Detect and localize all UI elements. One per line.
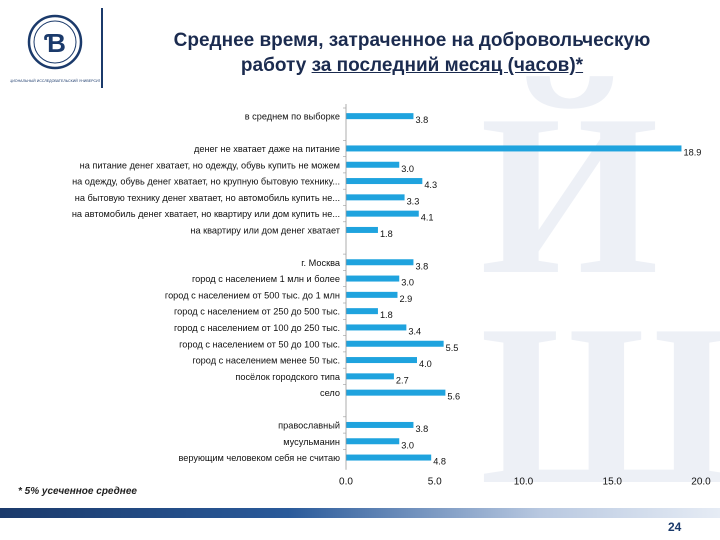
category-label: город с населением менее 50 тыс. bbox=[192, 356, 340, 366]
data-label: 3.0 bbox=[401, 278, 414, 288]
header-divider bbox=[101, 8, 103, 88]
bar bbox=[346, 308, 378, 315]
data-label: 1.8 bbox=[380, 310, 393, 320]
data-label: 4.1 bbox=[421, 213, 434, 223]
category-label: православный bbox=[278, 420, 340, 430]
x-tick-label: 15.0 bbox=[603, 477, 623, 488]
category-label: мусульманин bbox=[283, 437, 340, 447]
title-line-2-underlined: за последний месяц (часов)* bbox=[311, 55, 584, 76]
category-label: в среднем по выборке bbox=[245, 112, 340, 122]
category-label: на квартиру или дом денег хватает bbox=[190, 225, 340, 235]
x-tick-label: 5.0 bbox=[428, 477, 442, 488]
svg-text:Ɓ: Ɓ bbox=[44, 28, 66, 58]
footnote: * 5% усеченное среднее bbox=[18, 486, 137, 497]
data-label: 5.6 bbox=[447, 392, 460, 402]
hse-logo: Ɓ НАЦИОНАЛЬНЫЙ ИССЛЕДОВАТЕЛЬСКИЙ УНИВЕРС… bbox=[5, 10, 106, 90]
data-label: 18.9 bbox=[683, 147, 701, 157]
bar-chart: в среднем по выборке 3.8 денег не хватает … bbox=[72, 104, 711, 488]
bar bbox=[346, 454, 432, 461]
bar bbox=[346, 340, 444, 347]
category-label: посёлок городского типа bbox=[235, 372, 341, 382]
data-label: 3.4 bbox=[408, 326, 421, 336]
category-label: город с населением от 250 до 500 тыс. bbox=[174, 307, 340, 317]
data-label: 2.7 bbox=[396, 375, 409, 385]
category-label: город с населением от 50 до 100 тыс. bbox=[179, 339, 340, 349]
title-line-1: Среднее время, затраченное на добровольч… bbox=[173, 30, 651, 51]
bar bbox=[346, 210, 419, 217]
svg-text:НАЦИОНАЛЬНЫЙ ИССЛЕДОВАТЕЛЬСКИЙ: НАЦИОНАЛЬНЫЙ ИССЛЕДОВАТЕЛЬСКИЙ УНИВЕРСИТ… bbox=[10, 79, 100, 83]
bar bbox=[346, 324, 407, 331]
bar bbox=[346, 438, 400, 445]
category-label: на питание денег хватает, но одежду, обу… bbox=[80, 160, 340, 170]
bar bbox=[346, 421, 414, 428]
page-number: 24 bbox=[668, 520, 682, 534]
bar bbox=[346, 259, 414, 266]
data-label: 3.0 bbox=[401, 440, 414, 450]
bar bbox=[346, 373, 394, 380]
page-title: Среднее время, затраченное на добровольч… bbox=[112, 28, 712, 78]
title-line-2-plain: работу bbox=[240, 55, 312, 76]
category-label: на одежду, обувь денег хватает, но крупн… bbox=[72, 177, 340, 187]
bar bbox=[346, 226, 378, 233]
bar bbox=[346, 357, 417, 364]
bar bbox=[346, 161, 400, 168]
data-label: 2.9 bbox=[399, 294, 412, 304]
category-label: город с населением от 100 до 250 тыс. bbox=[174, 323, 340, 333]
data-label: 4.0 bbox=[419, 359, 432, 369]
bar bbox=[346, 178, 423, 185]
data-label: 3.8 bbox=[415, 424, 428, 434]
category-label: на бытовую технику денег хватает, но авт… bbox=[75, 193, 340, 203]
data-label: 4.8 bbox=[433, 457, 446, 467]
data-label: 3.8 bbox=[415, 261, 428, 271]
category-label: на автомобиль денег хватает, но квартиру… bbox=[72, 209, 340, 219]
data-label: 3.3 bbox=[407, 196, 420, 206]
bar bbox=[346, 291, 398, 298]
category-label: верующим человеком себя не считаю bbox=[178, 453, 340, 463]
data-label: 5.5 bbox=[446, 343, 459, 353]
bottom-band bbox=[0, 508, 720, 518]
category-label: город с населением 1 млн и более bbox=[192, 274, 340, 284]
category-label: город с населением от 500 тыс. до 1 млн bbox=[165, 290, 340, 300]
category-label: г. Москва bbox=[301, 258, 341, 268]
category-label: село bbox=[320, 388, 340, 398]
bar bbox=[346, 113, 414, 120]
title-line-2: работу за последний месяц (часов)* bbox=[112, 53, 712, 78]
bar bbox=[346, 275, 400, 282]
data-label: 3.0 bbox=[401, 164, 414, 174]
data-label: 4.3 bbox=[424, 180, 437, 190]
bar bbox=[346, 389, 446, 396]
data-label: 1.8 bbox=[380, 229, 393, 239]
x-tick-label: 20.0 bbox=[691, 477, 711, 488]
data-label: 3.8 bbox=[415, 115, 428, 125]
x-tick-label: 10.0 bbox=[514, 477, 534, 488]
bar bbox=[346, 145, 682, 152]
category-label: денег не хватает даже на питание bbox=[194, 144, 340, 154]
x-tick-label: 0.0 bbox=[339, 477, 353, 488]
bar bbox=[346, 194, 405, 201]
